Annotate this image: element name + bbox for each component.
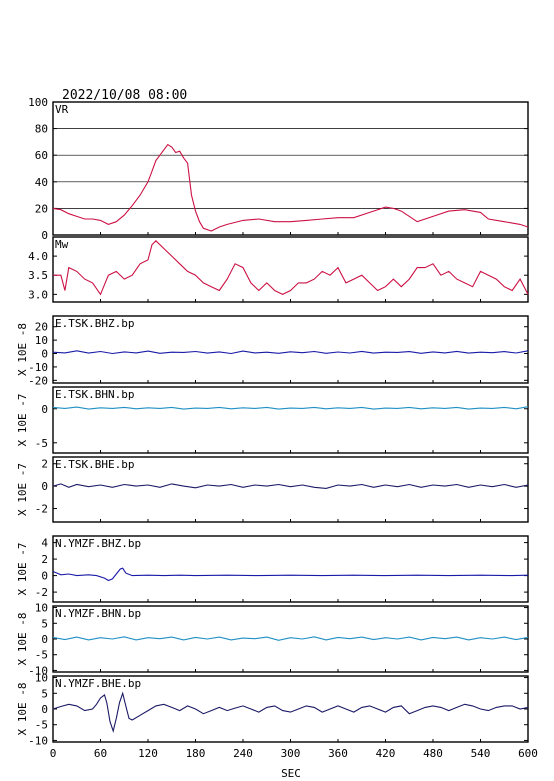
panel-label: E.TSK.BHZ.bp — [55, 317, 134, 330]
panel-label: VR — [55, 103, 69, 116]
series-line-n-ymzf-bhz-bp — [52, 567, 529, 582]
panel-label: Mw — [55, 238, 69, 251]
y-axis-label: X 10E -7 — [16, 463, 29, 516]
y-tick-label: 40 — [35, 176, 48, 189]
y-tick-label: 10 — [35, 672, 48, 685]
y-tick-label: 0 — [41, 229, 48, 242]
x-tick-label: 240 — [233, 747, 253, 760]
x-tick-label: 480 — [423, 747, 443, 760]
y-axis-label: X 10E -8 — [16, 613, 29, 666]
y-tick-label: 3.5 — [28, 269, 48, 282]
panel-frame — [52, 236, 529, 303]
y-axis-label: X 10E -7 — [16, 543, 29, 596]
y-tick-label: 10 — [35, 602, 48, 615]
y-tick-label: -10 — [28, 734, 48, 747]
x-axis-ticks: 0 60 120 180 240 300 360 420 480 540 600 — [50, 747, 538, 760]
y-tick-label: 20 — [35, 321, 48, 334]
panel-label: N.YMZF.BHZ.bp — [55, 537, 141, 550]
x-tick-label: 120 — [138, 747, 158, 760]
date-time-title: 2022/10/08 08:00 — [62, 88, 187, 103]
x-tick-label: 300 — [281, 747, 301, 760]
y-tick-label: 0 — [41, 348, 48, 361]
y-tick-label: 20 — [35, 202, 48, 215]
series-line-e-tsk-bhz-bp — [52, 350, 529, 355]
y-axis-label: X 10E -8 — [16, 683, 29, 736]
y-tick-label: 0 — [41, 403, 48, 416]
x-tick-label: 540 — [471, 747, 491, 760]
y-tick-label: 0 — [41, 703, 48, 716]
y-tick-label: 3.0 — [28, 288, 48, 301]
y-tick-label: -10 — [28, 361, 48, 374]
y-tick-label: 5 — [41, 687, 48, 700]
panel-e-tsk-bhe-bp: -2 0 2 E.TSK.BHE.bp X 10E -7 — [16, 456, 529, 523]
y-tick-label: -5 — [35, 649, 48, 662]
panel-label: E.TSK.BHE.bp — [55, 458, 134, 471]
y-tick-label: 60 — [35, 149, 48, 162]
y-tick-label: 10 — [35, 334, 48, 347]
y-tick-label: -5 — [35, 437, 48, 450]
series-line-mw — [53, 240, 529, 296]
panel-mw: 3.0 3.5 4.0 Mw — [28, 236, 529, 303]
y-tick-label: 4 — [41, 537, 48, 550]
y-tick-label: 0 — [41, 480, 48, 493]
y-tick-label: 2 — [41, 553, 48, 566]
y-tick-label: -10 — [28, 664, 48, 677]
y-tick-label: 80 — [35, 123, 48, 136]
panel-n-ymzf-bhz-bp: -2 0 2 4 N.YMZF.BHZ.bp X 10E -7 — [16, 535, 529, 603]
panel-label: E.TSK.BHN.bp — [55, 388, 134, 401]
panel-e-tsk-bhn-bp: -5 0 E.TSK.BHN.bp X 10E -7 — [16, 386, 529, 454]
x-tick-label: 0 — [50, 747, 57, 760]
x-axis-label: SEC — [281, 767, 301, 780]
y-tick-label: -5 — [35, 719, 48, 732]
series-line-n-ymzf-bhe-bp — [52, 691, 529, 733]
y-tick-label: 4.0 — [28, 250, 48, 263]
panel-n-ymzf-bhe-bp: -10 -5 0 5 10 N.YMZF.BHE.bp X 10E -8 — [16, 672, 529, 747]
y-tick-label: 2 — [41, 458, 48, 471]
y-tick-label: 0 — [41, 633, 48, 646]
x-tick-label: 180 — [186, 747, 206, 760]
panel-label: N.YMZF.BHE.bp — [55, 677, 141, 690]
y-axis-label: X 10E -7 — [16, 394, 29, 447]
x-tick-label: 60 — [94, 747, 107, 760]
x-tick-label: 420 — [376, 747, 396, 760]
y-tick-label: 0 — [41, 570, 48, 583]
series-line-vr — [52, 143, 529, 232]
x-tick-label: 360 — [328, 747, 348, 760]
panel-label: N.YMZF.BHN.bp — [55, 607, 141, 620]
x-tick-label: 600 — [518, 747, 538, 760]
series-line-n-ymzf-bhn-bp — [52, 636, 529, 641]
y-tick-label: -2 — [35, 586, 48, 599]
series-line-e-tsk-bhe-bp — [52, 483, 529, 489]
series-line-e-tsk-bhn-bp — [52, 406, 529, 410]
y-tick-label: -20 — [28, 374, 48, 387]
y-tick-label: 5 — [41, 617, 48, 630]
panel-vr: 0 20 40 60 80 100 VR — [28, 96, 529, 242]
y-tick-label: 100 — [28, 96, 48, 109]
panel-n-ymzf-bhn-bp: -10 -5 0 5 10 N.YMZF.BHN.bp X 10E -8 — [16, 602, 529, 677]
y-axis-label: X 10E -8 — [16, 323, 29, 376]
y-tick-label: -2 — [35, 503, 48, 516]
